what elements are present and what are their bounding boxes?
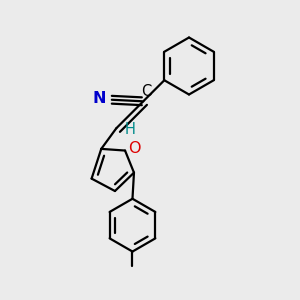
Text: H: H bbox=[124, 122, 135, 137]
Text: O: O bbox=[128, 141, 141, 156]
Text: N: N bbox=[92, 91, 106, 106]
Text: C: C bbox=[141, 84, 152, 99]
